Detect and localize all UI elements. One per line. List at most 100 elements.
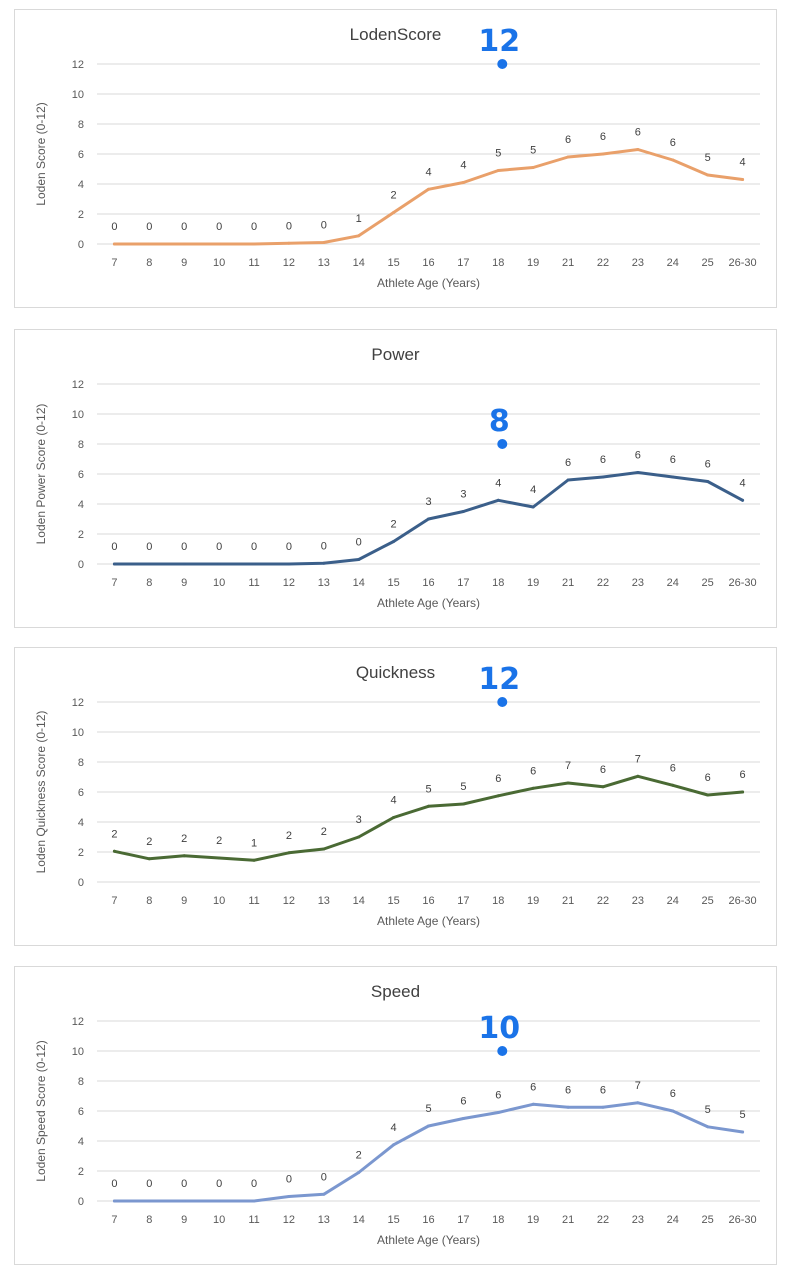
y-tick-label: 12	[72, 1016, 84, 1028]
x-tick-label: 15	[387, 895, 399, 907]
data-label: 6	[565, 134, 571, 146]
data-label: 5	[739, 1109, 745, 1121]
x-tick-label: 24	[667, 577, 679, 589]
y-tick-label: 12	[72, 59, 84, 71]
data-point	[741, 1130, 745, 1134]
data-point	[741, 498, 745, 502]
data-point	[112, 1199, 116, 1203]
data-point	[427, 804, 430, 808]
data-point	[636, 471, 640, 474]
x-tick-label: 14	[353, 895, 365, 907]
data-point	[531, 505, 535, 509]
data-label: 0	[146, 221, 152, 233]
data-point	[671, 1109, 675, 1113]
x-tick-label: 15	[387, 577, 399, 589]
data-label: 6	[739, 769, 745, 781]
data-point	[392, 1143, 396, 1147]
data-label: 2	[216, 835, 222, 847]
speed-chart-panel: Speed 0 2 4 6 8 10 12 7 8 9 10 11 12 13 14 15 16 17 18 19 21 2…	[14, 966, 777, 1265]
data-point	[461, 802, 465, 806]
y-axis-label: Loden Quickness Score (0-12)	[34, 711, 48, 874]
data-label: 7	[565, 760, 571, 772]
data-label: 7	[635, 753, 641, 765]
data-label: 6	[565, 457, 571, 469]
data-point	[427, 187, 430, 191]
x-tick-label: 8	[146, 257, 152, 269]
x-tick-label: 11	[248, 577, 259, 589]
x-tick-label: 15	[387, 257, 399, 269]
data-point	[706, 480, 710, 483]
data-point	[496, 794, 500, 798]
x-tick-label: 17	[457, 577, 469, 589]
x-tick-label: 12	[283, 257, 295, 269]
data-label: 3	[425, 496, 431, 508]
data-point	[287, 562, 291, 566]
x-tick-label: 22	[597, 1214, 609, 1226]
x-tick-label: 22	[597, 895, 609, 907]
x-tick-label: 15	[387, 1214, 399, 1226]
data-label: 5	[425, 1103, 431, 1115]
data-label: 6	[530, 1081, 536, 1093]
data-point	[287, 1195, 291, 1198]
data-label: 0	[321, 540, 327, 552]
data-point	[461, 510, 465, 513]
data-point	[287, 851, 291, 855]
data-label: 2	[391, 190, 397, 202]
x-tick-label: 9	[181, 577, 187, 589]
data-label: 0	[216, 541, 222, 553]
x-axis-label: Athlete Age (Years)	[377, 276, 480, 290]
x-tick-label: 8	[146, 895, 152, 907]
x-tick-label: 26-30	[728, 577, 756, 589]
data-label: 5	[495, 148, 501, 160]
data-point	[461, 1117, 465, 1120]
data-label: 5	[705, 1104, 711, 1116]
data-point	[357, 835, 361, 839]
data-label: 0	[146, 1178, 152, 1190]
annotation-text: 10	[478, 1011, 520, 1046]
data-point	[392, 540, 396, 543]
data-label: 6	[635, 450, 641, 462]
x-tick-label: 11	[248, 257, 259, 269]
x-tick-label: 17	[457, 1214, 469, 1226]
data-label: 2	[286, 830, 292, 842]
x-tick-label: 23	[632, 257, 644, 269]
x-tick-label: 24	[667, 1214, 679, 1226]
x-tick-label: 21	[562, 577, 574, 589]
data-point	[322, 241, 326, 244]
data-point	[671, 783, 675, 787]
x-axis-label: Athlete Age (Years)	[377, 596, 480, 610]
data-label: 6	[530, 765, 536, 777]
data-label: 0	[286, 1174, 292, 1186]
data-label: 6	[460, 1096, 466, 1108]
data-label: 5	[460, 781, 466, 793]
data-point	[566, 781, 570, 785]
data-point	[636, 1101, 640, 1105]
x-tick-label: 12	[283, 895, 295, 907]
data-label: 0	[181, 541, 187, 553]
data-point	[601, 152, 605, 156]
x-tick-label: 17	[457, 257, 469, 269]
x-tick-label: 13	[318, 895, 330, 907]
x-tick-label: 7	[111, 1214, 117, 1226]
data-label: 2	[111, 828, 117, 840]
data-point	[217, 562, 221, 566]
chart-title: Speed	[371, 982, 420, 1001]
x-tick-label: 25	[702, 257, 714, 269]
y-tick-label: 8	[78, 757, 84, 769]
x-tick-label: 19	[527, 577, 539, 589]
x-tick-label: 11	[248, 1214, 259, 1226]
x-tick-label: 14	[353, 257, 365, 269]
data-point	[322, 847, 326, 851]
data-point	[706, 1125, 710, 1129]
data-label: 0	[321, 220, 327, 232]
data-point	[392, 211, 396, 214]
x-tick-label: 23	[632, 895, 644, 907]
data-label: 0	[216, 221, 222, 233]
chart-title: Power	[371, 345, 420, 364]
x-tick-label: 26-30	[728, 257, 756, 269]
y-tick-label: 8	[78, 1076, 84, 1088]
x-tick-label: 17	[457, 895, 469, 907]
y-tick-label: 10	[72, 727, 84, 739]
data-label: 1	[251, 837, 257, 849]
